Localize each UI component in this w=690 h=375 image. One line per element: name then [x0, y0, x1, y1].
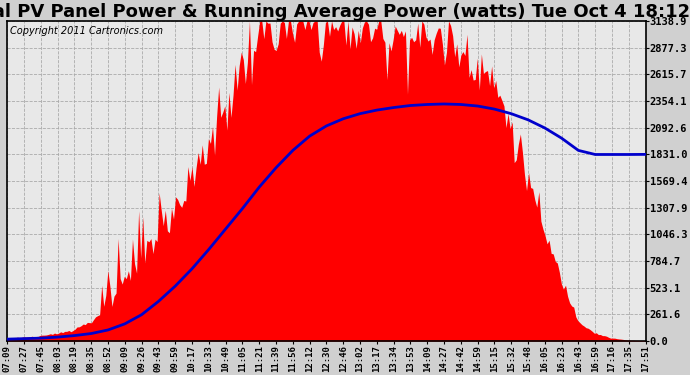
Title: Total PV Panel Power & Running Average Power (watts) Tue Oct 4 18:12: Total PV Panel Power & Running Average P… — [0, 3, 690, 21]
Text: Copyright 2011 Cartronics.com: Copyright 2011 Cartronics.com — [10, 26, 164, 36]
